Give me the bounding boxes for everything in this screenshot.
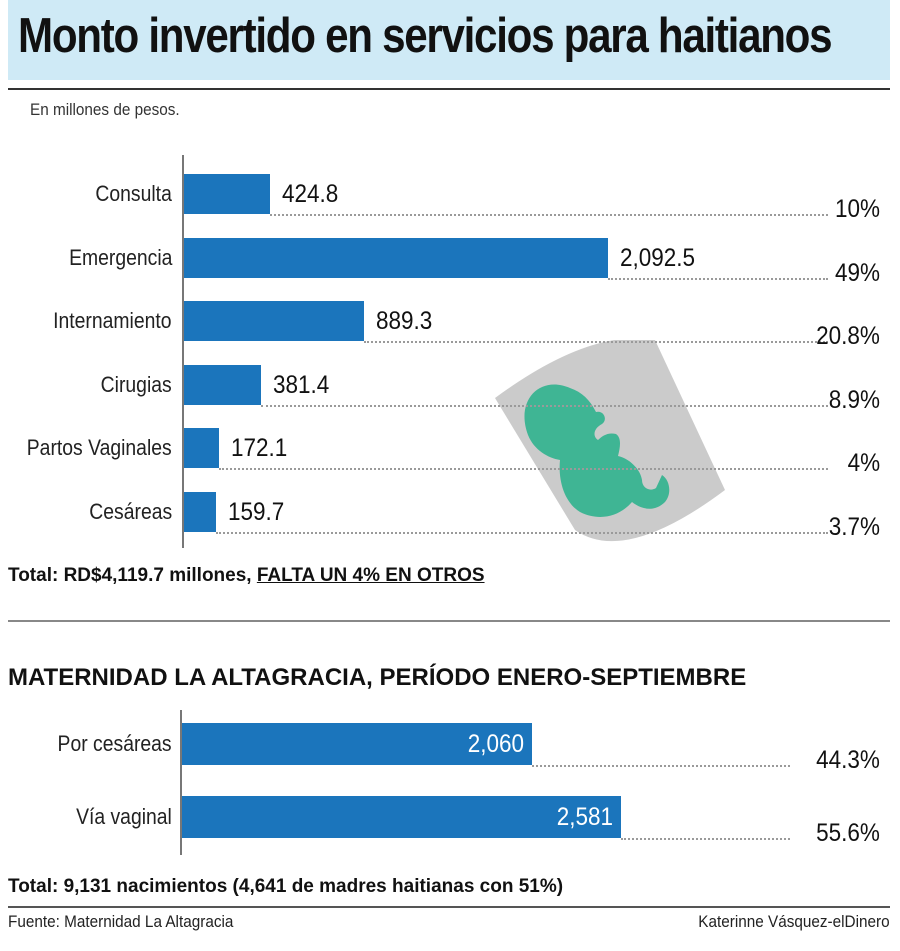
chart1-percent-label: 3.7%: [828, 513, 880, 541]
chart1-value-label: 2,092.5: [619, 243, 695, 272]
chart-subtitle: En millones de pesos.: [30, 100, 180, 119]
chart1-leader-line: [607, 277, 828, 280]
chart2-category-label: Por cesáreas: [57, 731, 172, 756]
chart1-bar: [184, 428, 219, 469]
chart2-bar: [182, 796, 621, 838]
chart1-percent-label: 10%: [834, 195, 880, 223]
footer-credit: Katerinne Vásquez-elDinero: [698, 912, 890, 931]
chart1-percent-label: 4%: [847, 449, 880, 478]
fetus-ultrasound-icon: [495, 340, 725, 542]
chart2-percent-label: 55.6%: [816, 819, 880, 847]
chart1-bar: [184, 237, 608, 278]
section2-title: MATERNIDAD LA ALTAGRACIA, PERÍODO ENERO-…: [8, 664, 747, 691]
section-divider: [8, 620, 890, 622]
chart1-value-label: 424.8: [281, 180, 339, 208]
title-rule: [8, 88, 890, 90]
chart1-value-label: 381.4: [273, 370, 330, 399]
chart2-value-label: 2,060: [467, 730, 525, 758]
chart1-percent-label: 49%: [834, 258, 880, 287]
page-title: Monto invertido en servicios para haitia…: [18, 9, 833, 63]
chart1-leader-line: [261, 404, 828, 407]
chart2-percent-label: 44.3%: [816, 746, 880, 774]
total-invested: Total: RD$4,119.7 millones, FALTA UN 4% …: [8, 565, 485, 587]
chart1-leader-line: [363, 341, 828, 344]
chart1-category-label: Cesáreas: [89, 499, 172, 524]
total-invested-text: Total: RD$4,119.7 millones,: [8, 565, 257, 586]
chart2-leader-line: [620, 838, 790, 840]
footer-source: Fuente: Maternidad La Altagracia: [8, 912, 234, 931]
chart1-leader-line: [269, 214, 828, 216]
chart1-bar: [184, 364, 262, 405]
chart1-category-label: Internamiento: [53, 308, 172, 334]
chart2-leader-line: [532, 765, 790, 767]
chart2-value-label: 2,581: [556, 803, 613, 831]
chart1-axis: [182, 155, 184, 548]
chart1-percent-label: 20.8%: [816, 322, 880, 351]
footer-rule: [8, 906, 890, 908]
chart1-category-label: Partos Vaginales: [27, 435, 172, 461]
chart1-category-label: Emergencia: [68, 244, 172, 270]
title-band: [8, 0, 890, 80]
chart1-category-label: Cirugias: [100, 371, 172, 397]
chart2-bar: [182, 723, 533, 765]
chart2-category-label: Vía vaginal: [76, 804, 172, 829]
total-invested-emphasis: FALTA UN 4% EN OTROS: [256, 565, 485, 586]
chart1-bar: [184, 174, 270, 214]
chart1-bar: [184, 301, 364, 342]
chart1-percent-label: 8.9%: [828, 385, 880, 414]
chart1-value-label: 889.3: [375, 307, 433, 336]
chart1-value-label: 159.7: [228, 498, 285, 526]
chart1-bar: [184, 492, 217, 532]
total-births: Total: 9,131 nacimientos (4,641 de madre…: [8, 876, 564, 897]
chart2-axis: [180, 710, 182, 855]
chart1-value-label: 172.1: [230, 434, 288, 463]
chart1-category-label: Consulta: [95, 181, 172, 206]
chart1-leader-line: [216, 532, 828, 534]
chart1-leader-line: [218, 468, 828, 471]
